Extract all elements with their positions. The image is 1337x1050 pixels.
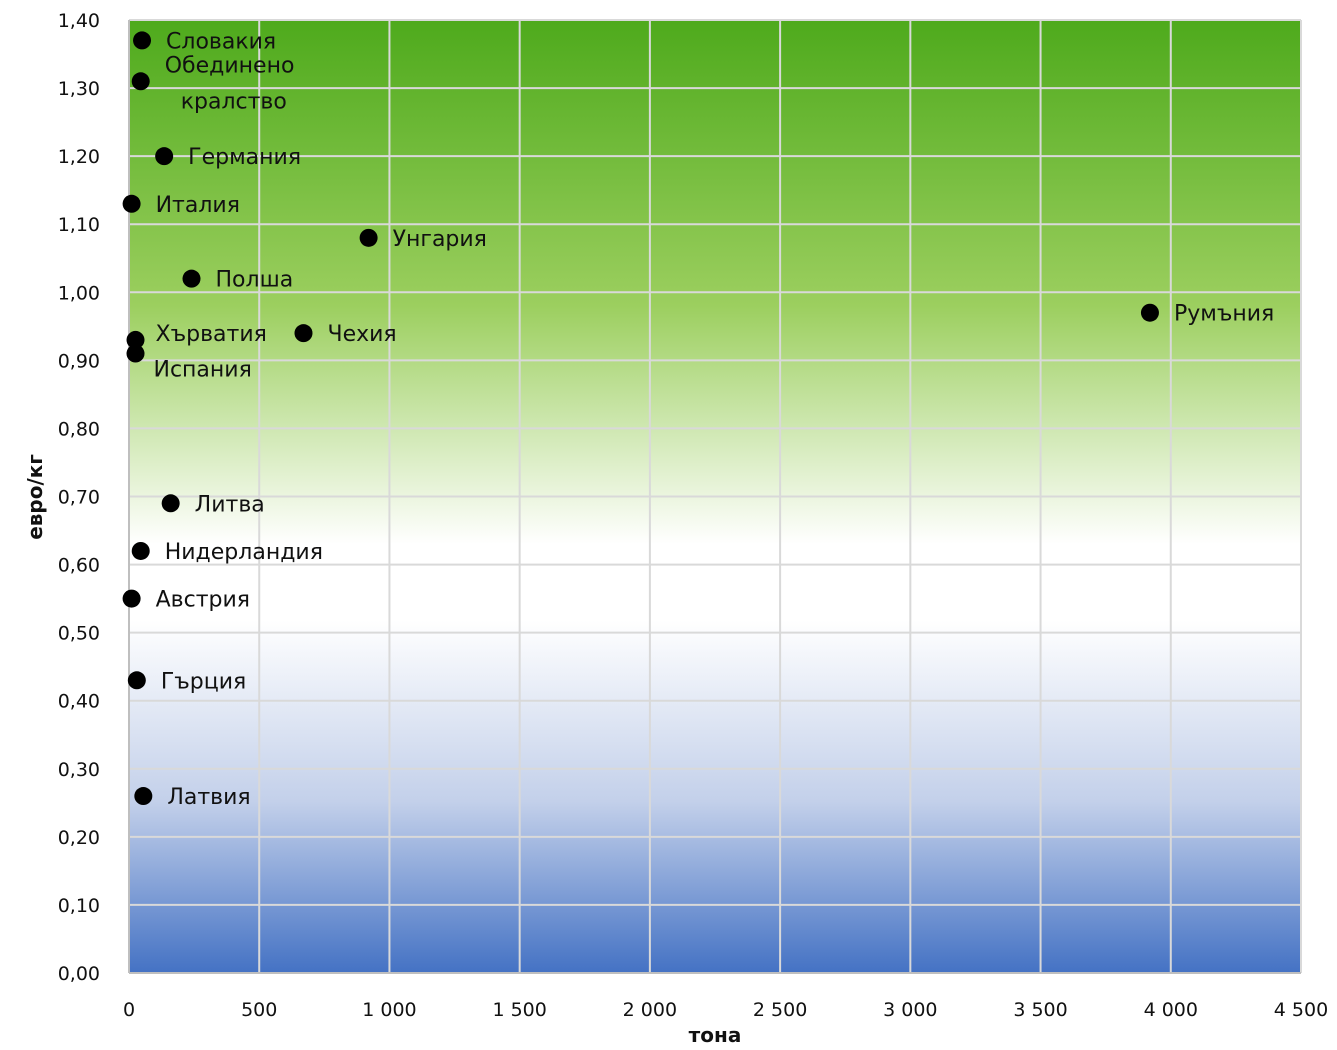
x-tick-label: 2 500 [753,999,807,1021]
data-point [294,324,313,343]
point-label: Гърция [161,669,246,694]
y-tick-label: 1,40 [58,10,100,32]
y-tick-label: 0,70 [58,487,100,509]
y-tick-label: 0,00 [58,963,100,985]
data-point [131,72,150,91]
x-axis-title: тона [689,1023,742,1047]
x-tick-label: 3 500 [1013,999,1067,1021]
point-label: Румъния [1174,302,1274,327]
data-point [134,787,153,806]
data-point [126,344,145,363]
data-point [133,31,152,50]
x-tick-label: 500 [241,999,277,1021]
y-tick-label: 0,20 [58,827,100,849]
y-tick-label: 0,10 [58,895,100,917]
point-label: Италия [156,193,240,218]
y-tick-label: 1,30 [58,78,100,100]
y-tick-label: 0,60 [58,555,100,577]
x-tick-label: 3 000 [883,999,937,1021]
point-label: Словакия [166,29,276,54]
data-point [122,194,141,213]
y-axis-ticks: 0,00 0,10 0,20 0,30 0,40 0,50 0,60 0,70 0,80 0,90… [58,10,100,985]
x-axis-ticks: 0 500 1 000 1 500 2 000 2 500 3 000 3 500 4 000 4… [123,999,1328,1021]
y-tick-label: 1,00 [58,282,100,304]
data-point [182,269,201,288]
y-tick-label: 0,90 [58,350,100,372]
data-point [161,494,180,513]
data-point [131,541,150,560]
x-tick-label: 1 500 [492,999,546,1021]
point-label: Чехия [327,322,396,347]
data-point [1140,303,1159,322]
y-tick-label: 0,80 [58,418,100,440]
x-tick-label: 2 000 [623,999,677,1021]
point-label: Литва [195,492,265,517]
y-tick-label: 0,40 [58,691,100,713]
point-label: Нидерландия [165,540,323,565]
point-label: Испания [154,358,252,383]
data-point [155,147,174,166]
point-label: Полша [216,268,294,293]
y-tick-label: 0,50 [58,623,100,645]
point-label: Австрия [156,588,250,613]
x-tick-label: 0 [123,999,135,1021]
data-point [126,330,145,349]
y-axis-title: евро/кг [23,454,47,540]
x-tick-label: 4 500 [1274,999,1328,1021]
data-point [127,671,146,690]
point-label: Латвия [167,785,250,810]
point-label: Германия [188,145,301,170]
x-tick-label: 1 000 [362,999,416,1021]
y-tick-label: 0,30 [58,759,100,781]
x-tick-label: 4 000 [1144,999,1198,1021]
data-point [359,228,378,247]
y-tick-label: 1,20 [58,146,100,168]
point-label: Обединено кралство [165,53,295,114]
gridlines [128,19,1302,974]
point-label: Унгария [393,227,487,252]
data-point [122,589,141,608]
y-tick-label: 1,10 [58,214,100,236]
point-label: Хърватия [156,322,267,347]
